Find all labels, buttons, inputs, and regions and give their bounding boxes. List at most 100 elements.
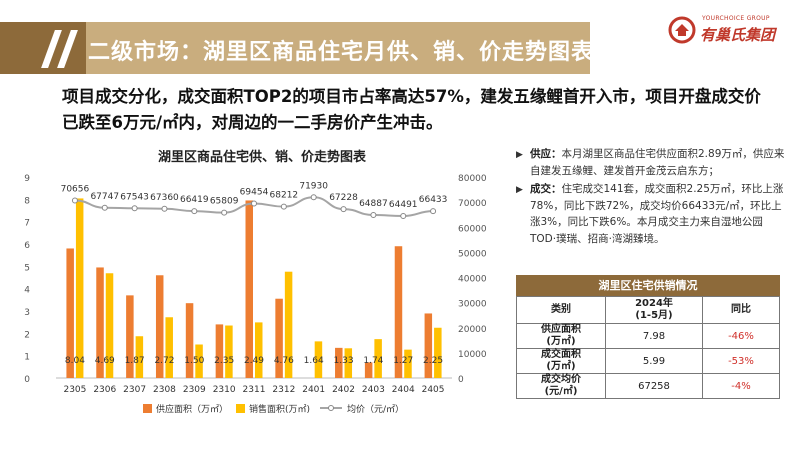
supply-bar [155, 275, 164, 378]
sales-data-label: 2.49 [244, 356, 264, 366]
sales-data-label: 1.74 [363, 356, 383, 366]
table-row: 供应面积 (万㎡) 7.98 -46% [516, 323, 780, 349]
left-axis-tick-label: 8 [24, 196, 30, 206]
headline-summary: 项目成交分化，成交面积TOP2的项目市占率高达57%，建发五缘鲤首开入市，项目开… [62, 87, 761, 132]
title-banner [0, 22, 590, 74]
legend-swatch-supply [143, 404, 152, 413]
table-header-cell: 同比 [702, 296, 780, 324]
left-axis-tick-label: 9 [24, 174, 30, 184]
right-axis-tick-label: 40000 [458, 275, 487, 285]
x-axis-tick-label: 2312 [272, 385, 295, 395]
price-point [251, 200, 257, 207]
note-text: 本月湖里区商品住宅供应面积2.89万㎡，供应来自建发五缘鲤、建发首开金茂云启东方… [530, 148, 785, 177]
supply-bar [364, 362, 373, 378]
row-yoy: -4% [702, 373, 780, 399]
supply-bar [245, 200, 253, 378]
price-point [221, 209, 228, 216]
legend-label-sales: 销售面积(万㎡) [249, 403, 310, 415]
sales-data-label: 2.72 [154, 356, 174, 366]
price-data-label: 67543 [120, 192, 149, 202]
right-axis-tick-label: 20000 [458, 325, 487, 335]
sales-data-label: 1.50 [184, 356, 204, 366]
price-point [430, 208, 437, 215]
note-label: 供应： [530, 148, 562, 160]
legend-swatch-sales [236, 404, 245, 413]
company-logo: YOURCHOICE GROUP 有巢氏集团 [668, 12, 793, 46]
chart-title: 湖里区商品住宅供、销、价走势图表 [158, 150, 367, 165]
x-axis-tick-label: 2403 [362, 385, 385, 395]
price-data-label: 69454 [240, 187, 269, 197]
logo-chinese-text: 有巢氏集团 [700, 26, 776, 44]
price-data-label: 66433 [419, 195, 448, 205]
sales-bar [344, 348, 353, 378]
sales-data-label: 1.87 [125, 356, 145, 366]
x-axis-tick-label: 2307 [123, 385, 146, 395]
left-axis-tick-label: 1 [24, 353, 30, 363]
row-value: 67258 [605, 373, 703, 399]
price-point [400, 212, 407, 219]
legend-swatch-price-marker [328, 405, 334, 411]
sales-data-label: 2.35 [214, 356, 234, 366]
x-axis-tick-label: 2311 [243, 385, 266, 395]
page-title: 二级市场：湖里区商品住宅月供、销、价走势图表 [88, 40, 595, 65]
right-axis-tick-label: 10000 [458, 350, 487, 360]
sales-bar [284, 271, 293, 378]
left-axis-tick-label: 4 [24, 286, 30, 296]
price-point [280, 203, 287, 210]
right-axis-tick-label: 80000 [458, 174, 487, 184]
right-axis-tick-label: 50000 [458, 249, 487, 259]
note-label: 成交： [530, 183, 562, 195]
supply-bar [394, 246, 403, 378]
supply-bar [96, 267, 104, 378]
price-point [340, 206, 347, 213]
price-data-label: 67360 [150, 193, 179, 203]
supply-bar [185, 303, 194, 378]
left-axis-tick-label: 3 [24, 308, 30, 318]
supply-bar [66, 248, 74, 378]
sales-bar [255, 322, 263, 378]
price-data-label: 64491 [389, 200, 418, 210]
sales-bar [314, 341, 323, 378]
price-data-label: 67228 [329, 193, 358, 203]
table-header-cell: 2024年 (1-5月) [605, 296, 703, 324]
note-supply: ▶ 供应：本月湖里区商品住宅供应面积2.89万㎡，供应来自建发五缘鲤、建发首开金茂… [516, 146, 786, 179]
supply-bar [126, 295, 134, 378]
sales-bar [135, 336, 144, 378]
x-axis-tick-label: 2308 [153, 385, 176, 395]
logo-house-icon [668, 16, 696, 44]
price-data-label: 68212 [270, 191, 299, 201]
triangle-bullet-icon: ▶ [516, 185, 523, 195]
price-data-label: 67747 [90, 192, 119, 202]
triangle-bullet-icon: ▶ [516, 150, 523, 160]
x-axis-tick-label: 2305 [63, 385, 86, 395]
note-transaction: ▶ 成交：住宅成交141套，成交面积2.25万㎡，环比上涨78%，同比下跌72%，… [516, 181, 786, 247]
price-data-label: 70656 [61, 184, 90, 194]
table-title: 湖里区住宅供销情况 [516, 275, 780, 296]
left-axis-tick-label: 7 [24, 219, 30, 229]
price-data-label: 71930 [299, 181, 328, 191]
table-row: 成交面积 (万㎡) 5.99 -53% [516, 348, 780, 374]
x-axis-tick-label: 2310 [213, 385, 236, 395]
sales-bar [374, 339, 382, 378]
price-data-label: 66419 [180, 195, 209, 205]
price-data-label: 64887 [359, 199, 388, 209]
row-value: 7.98 [605, 323, 703, 349]
legend-label-supply: 供应面积（万㎡） [156, 403, 228, 415]
price-point [131, 205, 138, 212]
combo-chart: 0 1 2 3 4 5 6 7 8 9 0 10000 20000 30000 40000 50000 6000… [24, 174, 487, 415]
price-point [310, 194, 317, 201]
table-header-cell: 类别 [516, 296, 606, 324]
supply-bar [335, 347, 343, 378]
sales-bar [195, 344, 203, 378]
supply-bar [215, 324, 224, 378]
sales-data-label: 4.76 [274, 356, 294, 366]
note-text: 住宅成交141套，成交面积2.25万㎡，环比上涨78%，同比下跌72%，成交均价… [530, 183, 784, 245]
supply-sales-table: 类别 2024年 (1-5月) 同比 供应面积 (万㎡) 7.98 -46% 成… [516, 296, 780, 399]
sales-data-label: 1.33 [334, 356, 354, 366]
sales-data-label: 8.04 [65, 356, 85, 366]
sales-bar [404, 349, 412, 378]
price-point [71, 197, 78, 204]
sales-bar [105, 273, 114, 378]
sales-bar [75, 198, 84, 378]
logo-english-text: YOURCHOICE GROUP [702, 15, 770, 22]
